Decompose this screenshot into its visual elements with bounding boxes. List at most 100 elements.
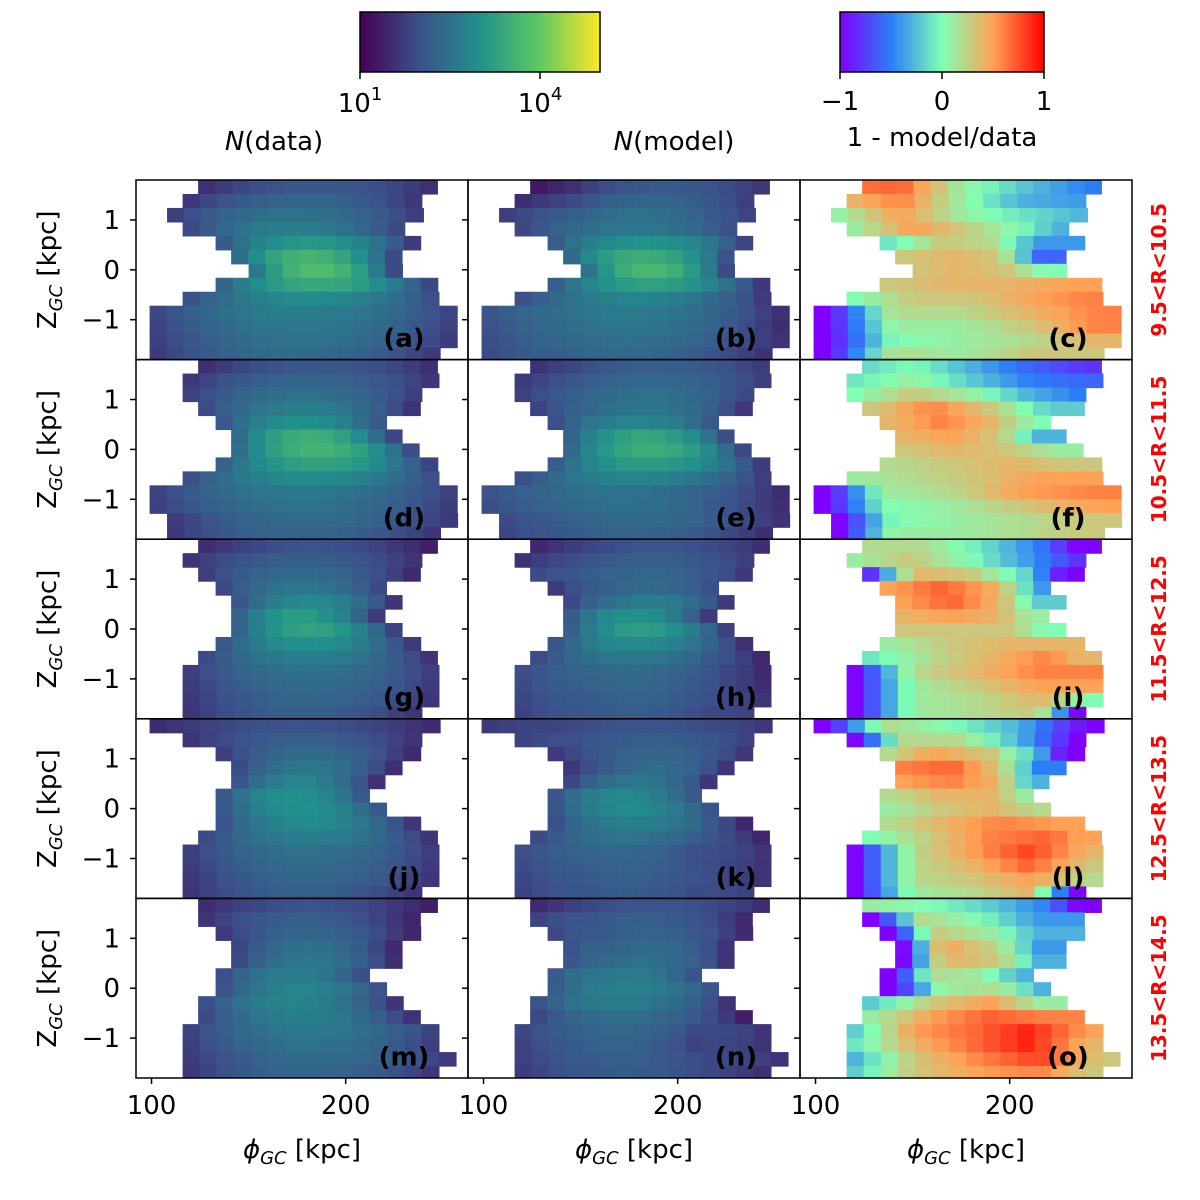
heatmap-cell	[564, 816, 583, 832]
heatmap-cell	[880, 387, 899, 403]
heatmap-cell	[1031, 774, 1050, 790]
heatmap-cell	[770, 1052, 789, 1067]
heatmap-cell	[1032, 263, 1050, 279]
heatmap-cell	[233, 886, 252, 899]
heatmap-cell	[334, 539, 353, 554]
heatmap-cell	[949, 221, 967, 237]
heatmap-cell	[863, 858, 882, 874]
heatmap-cell	[233, 678, 252, 694]
heatmap-cell	[964, 359, 983, 375]
heatmap-cell	[336, 1038, 355, 1053]
heatmap-cell	[1019, 207, 1037, 223]
heatmap-cell	[1015, 567, 1034, 582]
heatmap-cell	[232, 235, 251, 251]
heatmap-cell	[930, 926, 949, 941]
heatmap-cell	[216, 193, 235, 209]
heatmap-cell	[685, 1024, 704, 1039]
heatmap-cell	[648, 954, 667, 969]
heatmap-cell	[266, 996, 285, 1011]
heatmap-cell	[601, 485, 619, 500]
heatmap-cell	[350, 774, 369, 790]
heatmap-cell	[984, 527, 1003, 540]
heatmap-cell	[982, 982, 1000, 997]
heatmap-cell	[1053, 527, 1071, 540]
heatmap-cell	[301, 235, 319, 251]
heatmap-cell	[567, 513, 586, 528]
heatmap-cell	[1016, 277, 1034, 293]
heatmap-cell	[440, 319, 458, 335]
heatmap-cell	[932, 886, 950, 899]
heatmap-cell	[600, 1052, 618, 1067]
heatmap-cell	[498, 333, 517, 349]
heatmap-cell	[899, 485, 917, 500]
heatmap-cell	[198, 912, 216, 927]
heatmap-cell	[618, 207, 637, 223]
heatmap-cell	[864, 499, 883, 514]
heatmap-cell	[250, 872, 269, 888]
heatmap-cell	[370, 886, 389, 899]
heatmap-cell	[336, 1024, 355, 1039]
heatmap-cell	[598, 788, 617, 804]
heatmap-cell	[564, 359, 582, 375]
heatmap-cell	[216, 692, 235, 708]
heatmap-cell	[1086, 499, 1105, 514]
heatmap-cell	[421, 872, 440, 888]
heatmap-cell	[682, 595, 701, 610]
heatmap-cell	[949, 1038, 967, 1053]
heatmap-cell	[1068, 553, 1087, 568]
heatmap-cell	[998, 898, 1017, 913]
heatmap-cell	[248, 443, 266, 458]
heatmap-cell	[250, 373, 269, 389]
heatmap-cell	[549, 485, 568, 500]
heatmap-cell	[1085, 1024, 1104, 1039]
heatmap-cell	[879, 567, 897, 582]
y-tick-label: 1	[103, 565, 120, 595]
heatmap-cell	[249, 359, 268, 375]
heatmap-cell	[879, 1010, 897, 1025]
heatmap-cell	[634, 872, 652, 888]
heatmap-cell	[550, 513, 569, 528]
heatmap-cell	[666, 898, 685, 913]
heatmap-cell	[1104, 499, 1122, 514]
heatmap-cell	[617, 387, 635, 403]
heatmap-cell	[1068, 471, 1087, 486]
heatmap-cell	[233, 1024, 252, 1039]
heatmap-cell	[930, 277, 949, 293]
heatmap-cell	[269, 718, 287, 734]
heatmap-cell	[949, 471, 967, 486]
heatmap-cell	[896, 567, 914, 582]
heatmap-cell	[963, 609, 982, 624]
heatmap-cell	[547, 830, 565, 846]
heatmap-cell	[966, 471, 984, 486]
heatmap-cell	[846, 373, 865, 389]
heatmap-cell	[598, 415, 617, 431]
heatmap-cell	[1051, 1066, 1070, 1079]
heatmap-cell	[598, 830, 617, 846]
heatmap-cell	[716, 954, 735, 969]
heatmap-cell	[550, 527, 569, 540]
heatmap-cell	[946, 940, 965, 955]
heatmap-cell	[683, 912, 702, 927]
heatmap-cell	[215, 650, 233, 666]
heatmap-cell	[286, 513, 305, 528]
heatmap-cell	[516, 527, 534, 540]
heatmap-cell	[218, 207, 237, 223]
heatmap-cell	[897, 553, 916, 568]
heatmap-cell	[269, 207, 288, 223]
heatmap-cell	[684, 982, 702, 997]
heatmap-cell	[548, 387, 567, 403]
heatmap-cell	[387, 193, 406, 209]
heatmap-cell	[1085, 1066, 1104, 1079]
heatmap-cell	[300, 567, 319, 582]
heatmap-cell	[285, 858, 303, 874]
heatmap-cell	[285, 387, 303, 403]
heatmap-cell	[249, 415, 268, 431]
heatmap-cell	[1048, 595, 1067, 610]
heatmap-cell	[235, 347, 253, 360]
heatmap-cell	[914, 291, 933, 307]
heatmap-cell	[371, 333, 390, 349]
heatmap-cell	[282, 595, 301, 610]
heatmap-cell	[252, 485, 270, 500]
heatmap-cell	[736, 1066, 755, 1079]
heatmap-cell	[353, 471, 372, 486]
